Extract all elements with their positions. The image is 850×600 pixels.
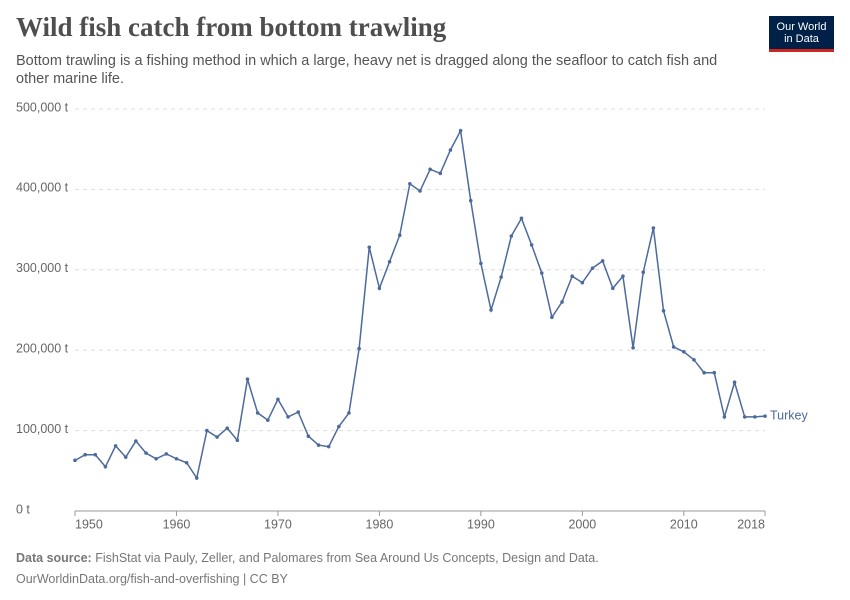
- point: [529, 243, 534, 247]
- point: [499, 275, 503, 279]
- point: [367, 245, 372, 250]
- url[interactable]: OurWorldinData.org/fish-and-overfishing …: [16, 572, 288, 586]
- point: [732, 380, 737, 385]
- source-label: Data source:: [16, 551, 92, 565]
- x-tick-label: 1970: [264, 517, 292, 531]
- logo-line: in Data: [784, 33, 819, 45]
- point: [286, 415, 290, 419]
- chart-subtitle: Bottom trawling is a fishing method in w…: [16, 53, 718, 87]
- y-tick-label: 500,000 t: [16, 100, 69, 114]
- logo-line: Our World: [776, 21, 827, 33]
- point: [671, 345, 676, 349]
- point: [255, 411, 260, 415]
- point: [123, 455, 128, 459]
- point: [753, 415, 757, 419]
- x-tick-label: 1990: [467, 517, 495, 531]
- point: [509, 234, 514, 238]
- point: [83, 452, 87, 457]
- y-tick-label: 300,000 t: [16, 261, 69, 275]
- point: [590, 266, 595, 270]
- point: [560, 300, 564, 304]
- point: [194, 476, 199, 480]
- point: [702, 370, 706, 375]
- point: [296, 410, 301, 414]
- point: [103, 464, 108, 469]
- point: [93, 452, 98, 457]
- point: [225, 426, 230, 430]
- source-line: Data source: FishStat via Pauly, Zeller,…: [16, 548, 599, 569]
- point: [276, 397, 280, 402]
- y-tick-label: 100,000 t: [16, 422, 69, 436]
- point: [489, 308, 493, 312]
- point: [539, 271, 544, 275]
- point: [357, 346, 361, 351]
- y-tick-label: 400,000 t: [16, 181, 69, 195]
- point: [113, 444, 118, 448]
- point: [448, 148, 453, 152]
- point: [245, 377, 250, 381]
- point: [174, 456, 179, 461]
- point: [600, 259, 605, 263]
- series-label: Turkey: [770, 408, 808, 422]
- x-tick-label: 2000: [568, 517, 596, 531]
- point: [570, 274, 575, 279]
- point: [468, 198, 473, 203]
- point: [73, 458, 77, 463]
- point: [164, 452, 169, 456]
- point: [347, 411, 351, 415]
- point: [387, 259, 392, 264]
- point: [184, 460, 189, 465]
- point: [408, 181, 412, 186]
- point: [479, 261, 483, 266]
- point: [682, 350, 686, 354]
- point: [144, 451, 148, 455]
- logo[interactable]: Our World in Data: [769, 16, 834, 52]
- point: [661, 309, 666, 313]
- point: [712, 370, 717, 375]
- point: [215, 435, 219, 439]
- x-tick-label: 1960: [163, 517, 191, 531]
- source: FishStat via Pauly, Zeller, and Palomare…: [95, 551, 599, 565]
- point: [306, 434, 311, 439]
- point: [631, 345, 635, 350]
- point: [397, 233, 402, 238]
- point: [377, 286, 382, 291]
- line: [74, 128, 766, 480]
- point: [438, 171, 443, 176]
- x-tick-label: 1980: [366, 517, 394, 531]
- point: [641, 270, 646, 275]
- point: [763, 414, 767, 418]
- point: [458, 128, 463, 133]
- point: [428, 167, 432, 172]
- point: [550, 315, 554, 320]
- point: [205, 428, 209, 433]
- point: [692, 358, 696, 362]
- y-tick-label: 200,000 t: [16, 341, 69, 355]
- x-tick-label: 2018: [737, 517, 765, 531]
- x-tick-label: 2010: [670, 517, 698, 531]
- point: [722, 415, 727, 419]
- x-tick-label: 1950: [75, 517, 103, 531]
- y-tick-label: 0 t: [16, 502, 30, 516]
- point: [742, 415, 747, 419]
- point: [235, 438, 240, 443]
- point: [154, 456, 158, 461]
- footer: Data source: FishStat via Pauly, Zeller,…: [16, 548, 599, 590]
- point: [519, 216, 524, 221]
- point: [621, 274, 625, 279]
- point: [337, 424, 341, 429]
- point: [651, 226, 656, 230]
- point: [316, 443, 321, 447]
- point: [265, 418, 270, 422]
- point: [418, 189, 422, 193]
- point: [134, 439, 138, 443]
- chart-title: Wild fish catch from bottom trawling: [16, 12, 447, 42]
- point: [326, 444, 331, 449]
- point: [610, 286, 615, 291]
- point: [580, 280, 585, 285]
